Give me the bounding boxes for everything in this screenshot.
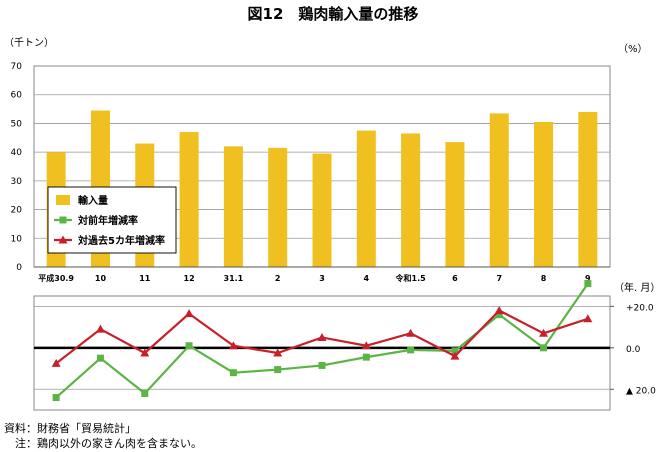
data-point [406, 328, 416, 337]
data-point [451, 347, 459, 355]
chart-title: 図12 鶏肉輸入量の推移 [248, 5, 419, 23]
data-point [450, 351, 460, 360]
y-tick-label: 0 [16, 263, 22, 273]
bar [534, 121, 554, 267]
data-point [583, 314, 593, 323]
legend-swatch [56, 195, 70, 205]
legend-marker [59, 216, 67, 224]
x-tick-label: 6 [452, 274, 458, 283]
left-axis-unit: （千トン） [4, 37, 54, 49]
x-tick-label: 10 [95, 274, 107, 283]
bar [312, 153, 332, 267]
legend-label: 対過去5カ年増減率 [77, 234, 165, 247]
y-tick-label: 20 [11, 206, 23, 216]
source-note: 資料：財務省「貿易統計」 [4, 421, 136, 435]
y-tick-label: 30 [11, 177, 23, 187]
bar [489, 113, 509, 267]
bar [578, 111, 598, 267]
bar [179, 132, 199, 267]
data-point [407, 346, 415, 354]
data-point [96, 354, 104, 362]
data-point [51, 358, 61, 367]
right-tick-label: +20.0 [626, 303, 654, 313]
data-point [584, 280, 592, 288]
data-point [317, 332, 327, 341]
data-point [95, 324, 105, 333]
line-plot-frame [33, 295, 611, 411]
line-panel: +20.0 0.0 ▲ 20.0 [33, 280, 656, 411]
bar [445, 142, 465, 267]
data-point [228, 341, 238, 350]
data-point [273, 348, 283, 357]
data-point [539, 328, 549, 337]
x-tick-label: 令和1.5 [395, 273, 427, 283]
data-point [540, 344, 548, 352]
x-tick-label: 12 [184, 274, 195, 283]
legend-label: 対前年増減率 [77, 214, 138, 227]
footnote: 注：鶏肉以外の家きん肉を含まない。 [4, 436, 202, 450]
data-point [140, 348, 150, 357]
data-point [141, 389, 149, 397]
x-tick-label: 9 [585, 274, 591, 283]
x-tick-label: 4 [364, 274, 370, 283]
x-tick-label: 3 [319, 274, 325, 283]
data-point [229, 369, 237, 377]
right-tick-label: ▲ 20.0 [626, 386, 656, 396]
data-point [274, 366, 282, 374]
bar [401, 133, 421, 267]
bar [268, 147, 288, 267]
legend-label: 輸入量 [78, 194, 108, 207]
x-tick-label: 平成30.9 [38, 273, 74, 283]
y-tick-label: 70 [11, 62, 23, 72]
data-point [52, 394, 60, 402]
right-axis-unit: （%） [618, 43, 648, 55]
y-tick-label: 60 [11, 91, 23, 101]
x-tick-label: 11 [139, 274, 151, 283]
data-point [361, 341, 371, 350]
data-point [495, 311, 503, 319]
y-tick-label: 40 [11, 148, 23, 158]
data-point [184, 309, 194, 318]
x-tick-label: 7 [496, 274, 502, 283]
data-point [185, 342, 193, 350]
x-tick-label: 2 [275, 274, 281, 283]
y-tick-label: 10 [11, 234, 23, 244]
bar [223, 146, 243, 267]
right-tick-label: 0.0 [626, 345, 641, 355]
data-point [318, 361, 326, 369]
x-tick-label: 8 [541, 274, 547, 283]
x-axis-unit: （年. 月） [614, 281, 660, 294]
data-point [494, 306, 504, 315]
y-tick-label: 50 [11, 119, 23, 129]
legend-marker [58, 235, 68, 244]
bar [356, 130, 376, 267]
data-point [362, 353, 370, 361]
x-tick-label: 31.1 [224, 274, 244, 283]
